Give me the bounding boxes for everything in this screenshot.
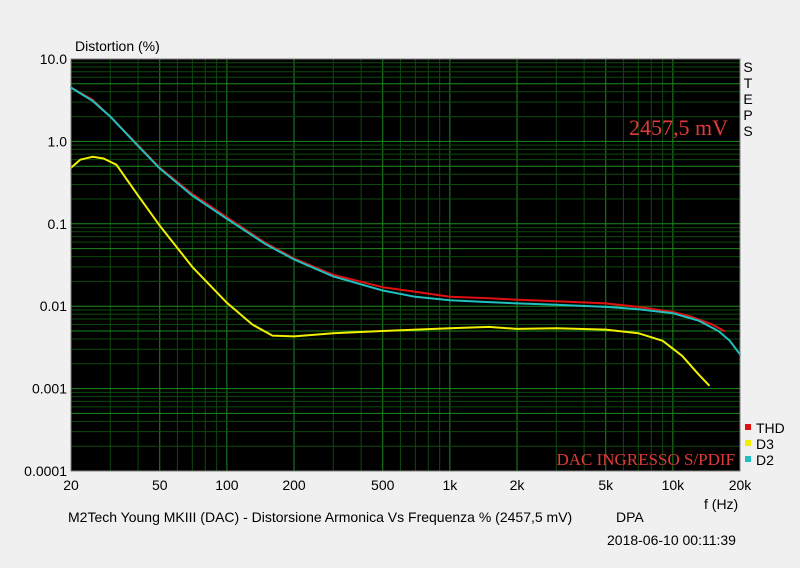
x-tick-label: 20 xyxy=(63,477,79,493)
grid-lines xyxy=(70,59,741,472)
legend-label-thd: THD xyxy=(756,420,785,436)
x-tick-label: 2k xyxy=(510,477,526,493)
plot-frame xyxy=(70,58,741,472)
chart-title: M2Tech Young MKIII (DAC) - Distorsione A… xyxy=(68,509,573,525)
steps-letter: T xyxy=(744,75,753,91)
x-tick-label: 5k xyxy=(598,477,614,493)
steps-letter: P xyxy=(743,107,752,123)
y-tick-label: 0.01 xyxy=(40,298,67,314)
steps-letter: S xyxy=(743,59,752,75)
legend-swatch-d2 xyxy=(745,456,751,462)
y-tick-label: 0.0001 xyxy=(24,463,67,479)
x-tick-label: 50 xyxy=(152,477,168,493)
x-axis-ticks: 20 50 100 200 500 1k 2k 5k 10k 20k xyxy=(63,477,752,493)
plot-background xyxy=(71,59,740,471)
x-tick-label: 20k xyxy=(729,477,753,493)
y-tick-label: 0.1 xyxy=(48,216,68,232)
steps-letter: S xyxy=(743,123,752,139)
timestamp: 2018-06-10 00:11:39 xyxy=(607,532,736,548)
series-line-d3 xyxy=(70,155,710,387)
y-tick-label: 10.0 xyxy=(40,51,67,67)
level-annotation: 2457,5 mV xyxy=(629,115,728,140)
legend-swatch-d3 xyxy=(745,440,751,446)
input-annotation: DAC INGRESSO S/PDIF xyxy=(556,450,735,469)
source-label: DPA xyxy=(616,509,644,525)
x-axis-label: f (Hz) xyxy=(704,496,739,512)
steps-letter: E xyxy=(743,91,752,107)
legend-swatch-thd xyxy=(745,424,751,430)
y-axis-label: Distortion (%) xyxy=(75,38,160,54)
data-series xyxy=(70,86,741,387)
x-tick-label: 1k xyxy=(442,477,458,493)
x-tick-label: 10k xyxy=(662,477,686,493)
x-tick-label: 500 xyxy=(371,477,395,493)
x-tick-label: 100 xyxy=(215,477,239,493)
x-tick-label: 200 xyxy=(282,477,306,493)
y-tick-label: 0.001 xyxy=(32,381,67,397)
y-axis-ticks: 10.0 1.0 0.1 0.01 0.001 0.0001 xyxy=(24,51,67,479)
legend-label-d3: D3 xyxy=(756,436,774,452)
legend-label-d2: D2 xyxy=(756,452,774,468)
y-tick-label: 1.0 xyxy=(48,133,68,149)
series-line-d2 xyxy=(70,86,741,356)
